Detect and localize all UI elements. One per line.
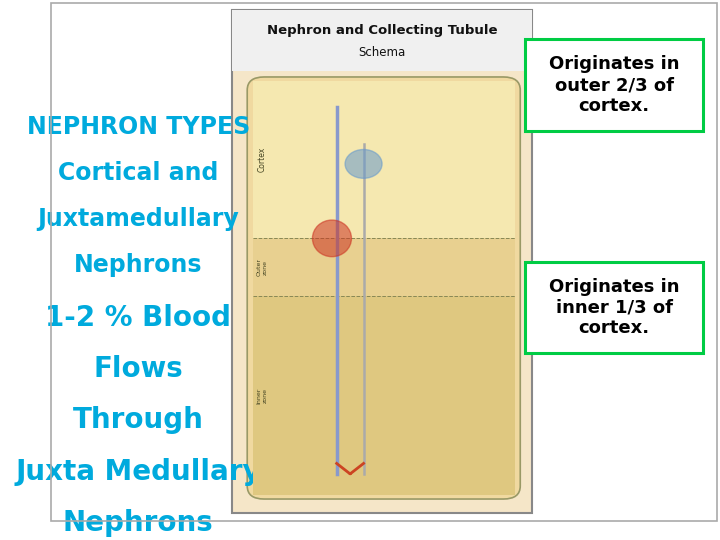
Ellipse shape — [312, 220, 351, 256]
Text: Through: Through — [73, 406, 204, 434]
Text: Originates in
inner 1/3 of
cortex.: Originates in inner 1/3 of cortex. — [549, 278, 680, 338]
FancyBboxPatch shape — [233, 10, 531, 513]
Text: Nephrons: Nephrons — [63, 509, 214, 537]
FancyBboxPatch shape — [525, 39, 703, 131]
Text: Flows: Flows — [94, 355, 183, 383]
Text: Outer
zone: Outer zone — [256, 258, 267, 276]
Ellipse shape — [345, 150, 382, 178]
Text: Juxtamedullary: Juxtamedullary — [37, 207, 239, 231]
Text: Nephrons: Nephrons — [74, 253, 202, 278]
Text: Nephron and Collecting Tubule: Nephron and Collecting Tubule — [267, 24, 498, 37]
Text: NEPHRON TYPES: NEPHRON TYPES — [27, 115, 250, 139]
Text: Originates in
outer 2/3 of
cortex.: Originates in outer 2/3 of cortex. — [549, 55, 680, 115]
FancyBboxPatch shape — [525, 262, 703, 354]
Text: Cortex: Cortex — [258, 147, 266, 172]
Text: Schema: Schema — [359, 46, 405, 59]
FancyBboxPatch shape — [233, 10, 531, 71]
Text: Juxta Medullary: Juxta Medullary — [15, 458, 261, 485]
Text: Inner
zone: Inner zone — [256, 387, 267, 404]
FancyBboxPatch shape — [253, 81, 515, 238]
Text: 1-2 % Blood: 1-2 % Blood — [45, 303, 231, 332]
FancyBboxPatch shape — [253, 238, 515, 296]
FancyBboxPatch shape — [247, 77, 521, 499]
FancyBboxPatch shape — [253, 296, 515, 495]
Text: Cortical and: Cortical and — [58, 161, 218, 185]
